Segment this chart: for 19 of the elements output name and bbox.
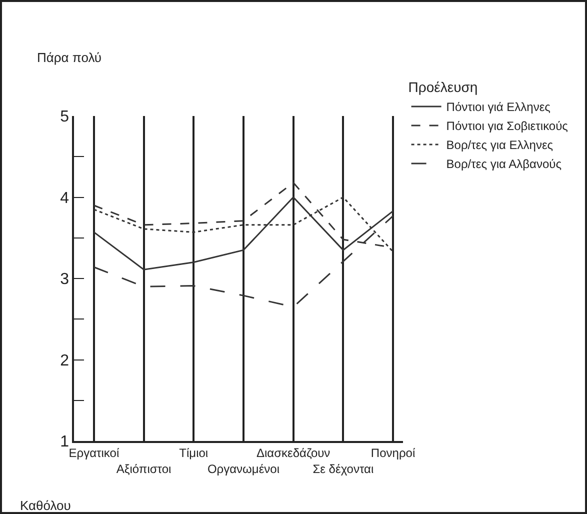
x-tick-label: Διασκεδάζουν	[256, 446, 330, 460]
x-tick-label: Αξιόπιστοι	[116, 462, 172, 476]
x-tick-label: Σε δέχονται	[312, 462, 374, 476]
y-tick-label: 5	[60, 108, 70, 126]
x-tick-label: Οργανωμένοι	[207, 462, 280, 476]
legend-label: Βορ/τες για Ελληνες	[446, 138, 554, 152]
legend-label: Πόντιοι γιά Ελληνες	[446, 100, 551, 114]
text: Πάρα πολύ	[37, 50, 102, 65]
y-tick-label: 1	[60, 434, 70, 451]
legend-label: Βορ/τες για Αλβανούς	[446, 157, 562, 172]
legend-title: Προέλευση	[408, 78, 478, 95]
x-tick-label: Τίμιοι	[179, 446, 208, 460]
legend-label: Πόντιοι για Σοβιετικούς	[446, 119, 568, 134]
y-tick-label: 4	[60, 190, 70, 207]
y-tick-label: 2	[60, 352, 70, 370]
y-tick-label: 3	[60, 271, 70, 288]
text: Καθόλου	[20, 498, 71, 513]
x-tick-label: Πονηροί	[370, 446, 416, 460]
x-tick-label: Εργατικοί	[68, 446, 120, 460]
